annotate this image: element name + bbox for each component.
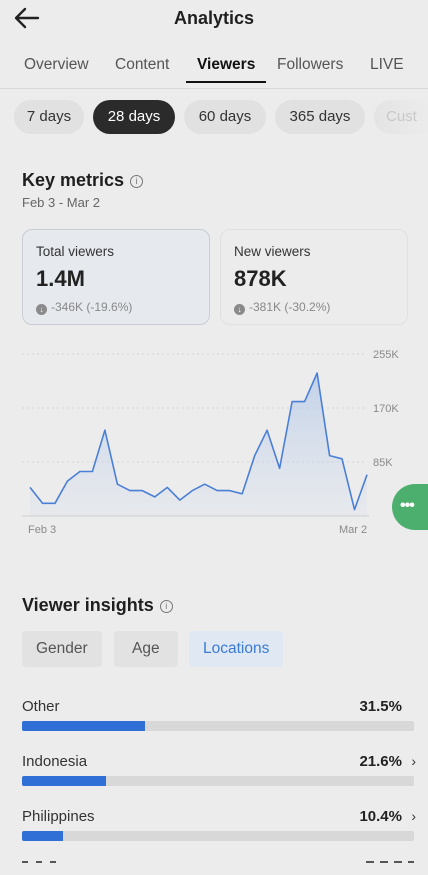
segment-locations[interactable]: Locations <box>189 631 284 667</box>
metric-change-text: -381K (-30.2%) <box>249 300 331 314</box>
active-tab-indicator <box>186 81 266 83</box>
tab-followers[interactable]: Followers <box>277 56 344 73</box>
x-tick-label: Mar 2 <box>339 524 367 536</box>
list-item[interactable]: Other 31.5% <box>22 698 414 738</box>
tab-content[interactable]: Content <box>115 56 170 73</box>
metric-label: New viewers <box>234 244 311 259</box>
y-tick-label: 255K <box>373 349 399 361</box>
metric-change-text: -346K (-19.6%) <box>51 300 133 314</box>
location-bar-fill <box>22 776 107 786</box>
range-custom[interactable]: Cust <box>374 100 428 134</box>
range-28-days[interactable]: 28 days <box>93 100 175 134</box>
chevron-right-icon: › <box>411 753 416 769</box>
analytics-tabs: Overview Content Viewers Followers LIVE <box>0 48 428 89</box>
location-name: Philippines <box>22 808 95 825</box>
segment-gender[interactable]: Gender <box>22 631 102 667</box>
key-metrics-title: Key metrics <box>22 170 125 190</box>
y-tick-label: 170K <box>373 403 399 415</box>
key-metrics-heading: Key metrics i <box>22 170 144 191</box>
more-dots-icon: ••• <box>400 497 415 514</box>
info-icon[interactable]: i <box>159 600 173 613</box>
chart-area-fill <box>30 373 367 516</box>
metric-change: ↓ -346K (-19.6%) <box>36 300 132 315</box>
tab-live[interactable]: LIVE <box>370 56 404 73</box>
viewer-insights-heading: Viewer insights i <box>22 595 173 616</box>
metric-value: 878K <box>234 266 287 291</box>
location-percent: 31.5% <box>359 698 402 715</box>
metric-value: 1.4M <box>36 266 85 291</box>
chart-series-line <box>29 372 368 511</box>
list-item[interactable]: Philippines 10.4% › <box>22 808 416 848</box>
location-bar-track <box>22 721 414 731</box>
location-bar-track <box>22 831 414 841</box>
chevron-right-icon: › <box>411 808 416 824</box>
viewers-chart[interactable]: 255K 170K 85K Feb 3 Mar 2 <box>22 340 406 540</box>
metric-change: ↓ -381K (-30.2%) <box>234 300 330 315</box>
y-tick-label: 85K <box>373 457 393 469</box>
arrow-down-icon: ↓ <box>234 304 245 315</box>
location-percent: 21.6% <box>359 753 402 770</box>
arrow-left-icon[interactable] <box>10 4 44 32</box>
range-60-days[interactable]: 60 days <box>184 100 266 134</box>
tab-viewers[interactable]: Viewers <box>197 56 256 73</box>
segment-age[interactable]: Age <box>114 631 178 667</box>
header: Analytics <box>0 0 428 38</box>
metric-label: Total viewers <box>36 244 115 259</box>
metric-card-new-viewers[interactable]: New viewers 878K ↓ -381K (-30.2%) <box>220 229 408 325</box>
date-range-selector: 7 days 28 days 60 days 365 days Cust <box>0 100 428 136</box>
range-365-days[interactable]: 365 days <box>275 100 365 134</box>
location-name: Indonesia <box>22 753 88 770</box>
more-options-button[interactable]: ••• <box>392 484 428 530</box>
info-icon[interactable]: i <box>130 175 144 188</box>
arrow-down-icon: ↓ <box>36 304 47 315</box>
range-7-days[interactable]: 7 days <box>14 100 84 134</box>
date-range-label: Feb 3 - Mar 2 <box>22 195 101 210</box>
location-name: Other <box>22 698 60 715</box>
tab-overview[interactable]: Overview <box>24 56 89 73</box>
list-item[interactable]: Indonesia 21.6% › <box>22 753 416 793</box>
location-bar-track <box>22 776 414 786</box>
next-row-cutoff <box>22 861 414 863</box>
x-tick-label: Feb 3 <box>28 524 56 536</box>
viewer-insights-title: Viewer insights <box>22 595 154 615</box>
location-bar-fill <box>22 831 63 841</box>
location-percent: 10.4% <box>359 808 402 825</box>
metric-card-total-viewers[interactable]: Total viewers 1.4M ↓ -346K (-19.6%) <box>22 229 210 325</box>
location-bar-fill <box>22 721 145 731</box>
page-title: Analytics <box>173 8 255 28</box>
